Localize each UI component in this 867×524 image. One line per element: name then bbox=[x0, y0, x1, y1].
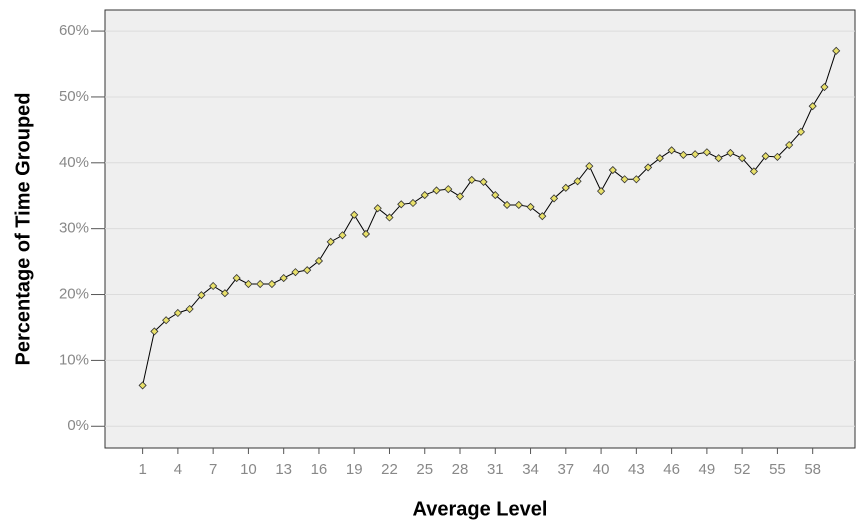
x-tick-label: 25 bbox=[416, 461, 433, 478]
y-tick-label: 20% bbox=[59, 286, 89, 303]
x-tick-label: 16 bbox=[311, 461, 328, 478]
data-point bbox=[373, 204, 382, 213]
data-point bbox=[420, 191, 429, 200]
data-point bbox=[291, 268, 300, 277]
data-point bbox=[538, 212, 547, 221]
data-point bbox=[397, 200, 406, 209]
data-point bbox=[796, 127, 805, 136]
data-point bbox=[162, 316, 171, 325]
y-tick-label: 40% bbox=[59, 154, 89, 171]
data-point bbox=[549, 194, 559, 203]
data-point bbox=[314, 256, 324, 266]
data-point bbox=[455, 192, 465, 201]
data-point bbox=[220, 289, 229, 298]
data-point bbox=[326, 237, 335, 246]
x-tick-label: 49 bbox=[699, 461, 716, 478]
data-point bbox=[385, 213, 394, 222]
x-tick-label: 43 bbox=[628, 461, 645, 478]
data-point bbox=[197, 291, 206, 300]
data-point bbox=[644, 163, 653, 172]
data-point bbox=[467, 175, 476, 184]
data-point bbox=[150, 327, 159, 336]
x-tick-label: 40 bbox=[593, 461, 610, 478]
data-point bbox=[632, 175, 641, 184]
data-point bbox=[808, 102, 817, 111]
data-point bbox=[655, 154, 664, 163]
data-point bbox=[608, 165, 617, 175]
data-point bbox=[679, 150, 688, 159]
data-point bbox=[267, 279, 276, 289]
data-point bbox=[408, 198, 418, 208]
x-axis-title: Average Level bbox=[413, 498, 548, 520]
data-point bbox=[597, 187, 606, 196]
y-tick-label: 10% bbox=[59, 351, 89, 368]
data-point bbox=[620, 175, 629, 184]
data-point bbox=[350, 210, 359, 219]
x-tick-label: 58 bbox=[804, 461, 821, 478]
data-point bbox=[244, 279, 253, 289]
data-point bbox=[773, 152, 782, 161]
x-tick-label: 46 bbox=[663, 461, 680, 478]
data-point bbox=[303, 266, 312, 275]
x-tick-label: 22 bbox=[381, 461, 398, 478]
x-tick-label: 34 bbox=[522, 461, 539, 478]
data-point bbox=[714, 154, 723, 163]
data-point bbox=[785, 140, 794, 150]
x-tick-label: 10 bbox=[240, 461, 257, 478]
data-point bbox=[761, 152, 770, 161]
data-point bbox=[749, 167, 758, 176]
data-point bbox=[185, 304, 194, 314]
data-point bbox=[585, 162, 594, 171]
x-tick-label: 13 bbox=[275, 461, 292, 478]
x-tick-label: 55 bbox=[769, 461, 786, 478]
data-point bbox=[338, 231, 347, 240]
x-tick-label: 7 bbox=[209, 461, 217, 478]
y-tick-label: 50% bbox=[59, 88, 89, 105]
x-tick-label: 4 bbox=[174, 461, 182, 478]
data-point bbox=[444, 185, 453, 194]
x-tick-label: 31 bbox=[487, 461, 504, 478]
data-point bbox=[491, 191, 500, 200]
y-tick-label: 0% bbox=[67, 417, 89, 434]
data-point bbox=[667, 146, 676, 155]
data-point bbox=[232, 274, 241, 283]
data-point bbox=[138, 381, 147, 390]
x-tick-label: 19 bbox=[346, 461, 363, 478]
data-point bbox=[738, 154, 747, 163]
y-tick-label: 30% bbox=[59, 220, 89, 237]
data-point bbox=[432, 186, 441, 195]
data-point bbox=[832, 46, 841, 55]
data-point bbox=[209, 281, 218, 291]
data-point bbox=[279, 274, 288, 283]
data-point bbox=[479, 177, 488, 186]
x-tick-label: 1 bbox=[138, 461, 146, 478]
data-point bbox=[526, 202, 535, 212]
y-axis-title: Percentage of Time Grouped bbox=[12, 92, 34, 365]
data-point bbox=[256, 279, 265, 289]
data-point bbox=[702, 148, 711, 157]
data-point bbox=[361, 229, 371, 239]
data-point bbox=[691, 150, 700, 159]
y-tick-label: 60% bbox=[59, 22, 89, 39]
data-point bbox=[573, 177, 582, 186]
x-tick-label: 52 bbox=[734, 461, 751, 478]
x-tick-label: 37 bbox=[557, 461, 574, 478]
data-point bbox=[820, 82, 829, 92]
x-tick-label: 28 bbox=[452, 461, 469, 478]
data-point bbox=[514, 200, 523, 210]
data-point bbox=[561, 183, 570, 192]
data-point bbox=[173, 308, 182, 318]
data-point bbox=[502, 200, 512, 210]
data-point bbox=[726, 148, 735, 157]
